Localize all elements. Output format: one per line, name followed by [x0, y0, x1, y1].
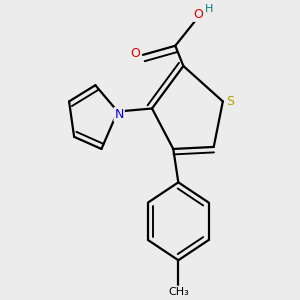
Text: CH₃: CH₃	[168, 286, 189, 297]
Text: O: O	[194, 8, 203, 21]
Text: S: S	[226, 95, 234, 108]
Text: H: H	[205, 4, 213, 14]
Text: O: O	[130, 47, 140, 60]
Text: N: N	[115, 108, 124, 121]
